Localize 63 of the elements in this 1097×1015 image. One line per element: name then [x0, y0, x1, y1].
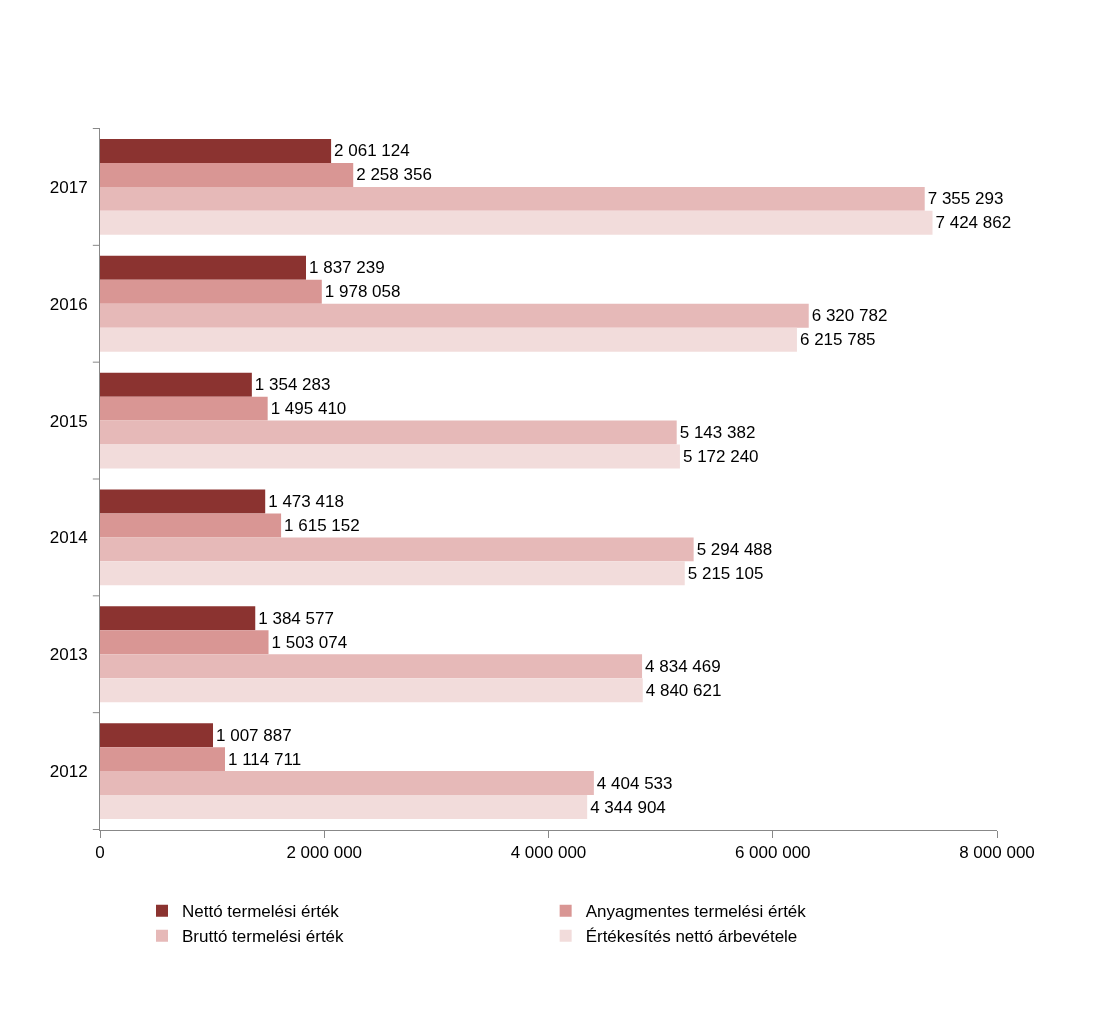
- x-tick-label: 6 000 000: [734, 843, 811, 863]
- bar: [100, 420, 677, 445]
- bar: [100, 630, 269, 655]
- data-label: 5 143 382: [679, 423, 756, 443]
- bar: [100, 396, 268, 421]
- data-label: 1 495 410: [270, 399, 347, 419]
- data-label: 6 215 785: [799, 330, 876, 350]
- data-label: 1 114 711: [227, 749, 302, 769]
- x-tick-label: 0: [95, 843, 105, 863]
- data-label: 4 834 469: [645, 656, 721, 676]
- y-tick-label: 2013: [49, 645, 88, 665]
- data-label: 1 354 283: [254, 375, 331, 395]
- bar: [100, 771, 594, 796]
- data-label: 1 978 058: [324, 282, 401, 302]
- y-tick-label: 2014: [49, 528, 88, 548]
- bar: [100, 795, 588, 819]
- bar: [100, 162, 354, 187]
- bar: [100, 327, 797, 352]
- data-label: 4 404 533: [596, 773, 673, 793]
- bar: [100, 654, 643, 679]
- data-label: 1 615 152: [284, 515, 360, 535]
- data-label: 2 258 356: [356, 165, 432, 185]
- x-tick-label: 2 000 000: [286, 843, 363, 863]
- data-label: 7 355 293: [927, 189, 1004, 209]
- legend-label: Nettó termelési érték: [182, 902, 340, 922]
- data-label: 5 215 105: [687, 563, 764, 583]
- x-tick-label: 8 000 000: [959, 843, 1035, 863]
- bar: [100, 279, 322, 304]
- y-tick-label: 2016: [49, 294, 88, 314]
- data-label: 1 007 887: [216, 725, 292, 745]
- bar: [100, 444, 680, 469]
- bar: [100, 186, 925, 211]
- bar: [100, 489, 266, 514]
- data-label: 4 344 904: [590, 797, 666, 817]
- bar: [100, 747, 225, 772]
- bar: [100, 561, 685, 586]
- bar: [100, 372, 252, 397]
- bar: [100, 537, 694, 562]
- data-label: 4 840 621: [645, 680, 722, 700]
- bar: [100, 723, 214, 748]
- bar: [100, 303, 809, 328]
- data-label: 5 294 488: [696, 539, 773, 559]
- legend-label: Értékesítés nettó árbevétele: [585, 927, 798, 947]
- legend-label: Bruttó termelési érték: [182, 927, 345, 947]
- bar: [100, 513, 282, 538]
- data-label: 1 384 577: [258, 608, 334, 628]
- data-label: 1 837 239: [309, 258, 385, 278]
- y-tick-label: 2012: [49, 762, 88, 782]
- bar: [100, 606, 256, 631]
- data-label: 6 320 782: [811, 306, 888, 326]
- bar: [100, 139, 332, 163]
- data-label: 5 172 240: [682, 447, 759, 467]
- data-label: 1 503 074: [271, 632, 348, 652]
- data-label: 2 061 124: [334, 141, 410, 161]
- bar: [100, 678, 643, 703]
- bar: [100, 255, 306, 280]
- y-tick-label: 2017: [49, 177, 88, 197]
- legend-label: Anyagmentes termelési érték: [585, 902, 807, 922]
- x-tick-label: 4 000 000: [510, 843, 587, 863]
- data-label: 7 424 862: [935, 213, 1012, 233]
- y-tick-label: 2015: [49, 411, 88, 431]
- bar: [100, 210, 933, 235]
- data-label: 1 473 418: [268, 491, 344, 511]
